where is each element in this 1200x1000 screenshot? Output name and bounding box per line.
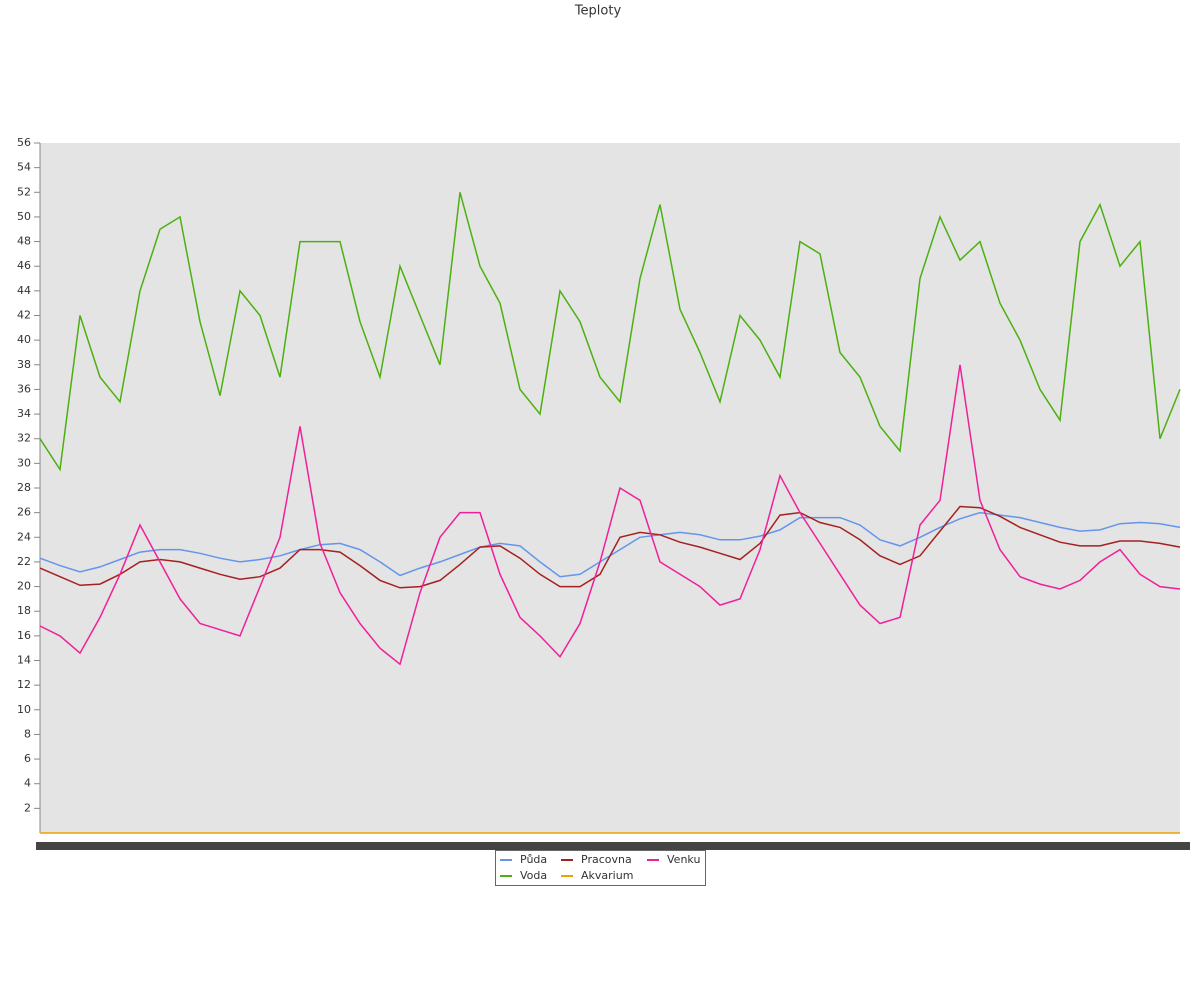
y-tick-label: 4 [24,777,31,790]
line [39,192,1181,472]
y-tick-label: 32 [17,432,31,445]
y-tick-label: 22 [17,555,31,568]
line [39,364,1181,666]
plot-area [40,143,1180,833]
legend-label: Půda [520,853,547,866]
y-tick-label: 30 [17,456,31,469]
y-tick-label: 18 [17,604,31,617]
y-tick-label: 2 [24,801,31,814]
y-tick-label: 48 [17,235,31,248]
y-tick-label: 20 [17,580,31,593]
legend-box [495,850,706,886]
y-tick-label: 38 [17,358,31,371]
y-tick-label: 16 [17,629,31,642]
y-tick-label: 54 [17,161,31,174]
legend-label: Venku [667,853,700,866]
y-tick-label: 40 [17,333,31,346]
chart-title: Teploty [574,4,622,19]
y-tick-label: 28 [17,481,31,494]
y-tick-label: 56 [17,136,31,149]
y-tick-label: 12 [17,678,31,691]
line [39,505,1181,589]
legend-label: Akvarium [581,869,633,882]
y-tick-label: 24 [17,530,31,543]
y-tick-label: 8 [24,727,31,740]
y-tick-label: 34 [17,407,31,420]
y-tick-label: 6 [24,752,31,765]
y-tick-label: 46 [17,259,31,272]
y-tick-label: 26 [17,506,31,519]
y-tick-label: 52 [17,185,31,198]
legend-label: Pracovna [581,853,632,866]
y-tick-label: 50 [17,210,31,223]
y-tick-label: 36 [17,382,31,395]
y-tick-label: 42 [17,309,31,322]
y-tick-label: 14 [17,654,31,667]
y-tick-label: 44 [17,284,31,297]
y-tick-label: 10 [17,703,31,716]
legend-label: Voda [520,869,547,882]
x-axis-labels-smear [36,842,1190,850]
